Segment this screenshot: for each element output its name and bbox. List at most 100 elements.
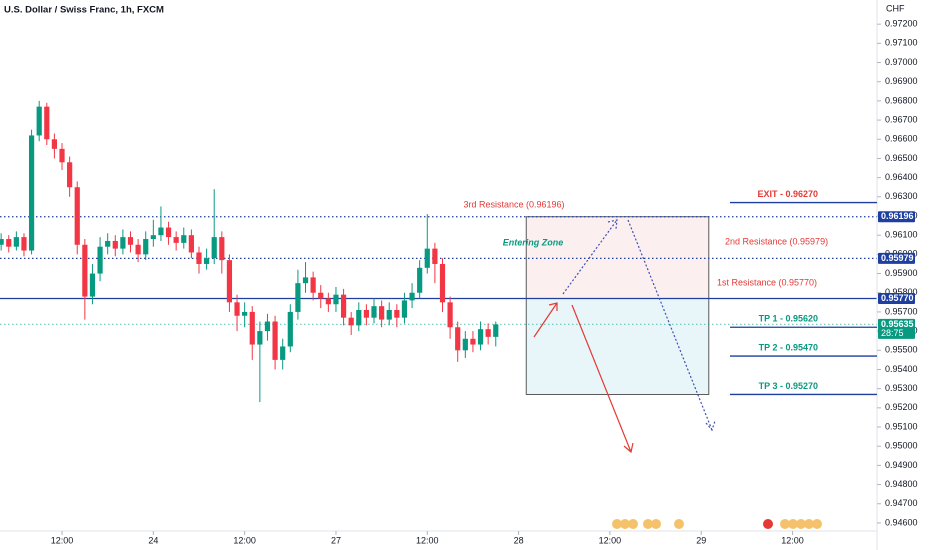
candle-body [28,135,35,251]
candle-body [181,235,187,243]
y-tick-label: 0.97100 [885,38,918,48]
y-tick-label: 0.95100 [885,421,918,431]
target-label: TP 1 - 0.95620 [759,314,818,324]
candle-body [196,252,202,264]
candle-body [394,310,400,318]
candle-body [356,310,362,326]
candle-body [0,239,4,245]
price-tag [878,292,915,304]
y-tick-label: 0.96600 [885,134,918,144]
y-tick-label: 0.95000 [885,441,918,451]
y-tick-label: 0.94900 [885,460,918,470]
annotation: 2nd Resistance (0.95979) [725,236,828,246]
candle-body [44,106,50,140]
x-tick-label: 24 [148,535,158,545]
candles [0,100,499,403]
candle-body [13,237,19,247]
price-tag-label: 0.96196 [881,211,914,221]
candle-body [82,244,88,297]
candle-body [165,227,172,238]
y-tick-label: 0.96800 [885,95,918,105]
y-tick-label: 0.96700 [885,114,918,124]
y-tick-label: 0.97000 [885,57,918,67]
candle-body [59,148,65,163]
countdown: 28:75 [881,328,904,338]
target-label: EXIT - 0.96270 [757,189,818,199]
candle-body [89,273,96,297]
event-icon [812,519,822,529]
annotation: 1st Resistance (0.95770) [717,277,817,287]
arrows [533,219,716,454]
price-tag [878,318,915,339]
arrow [533,302,558,338]
candle-body [363,310,369,318]
candle-body [272,321,278,360]
candle-body [470,338,476,345]
candle-body [333,294,339,305]
y-tick-label: 0.97200 [885,19,918,29]
candle-body [143,239,149,255]
candle-body [203,258,210,264]
candle-body [371,306,377,318]
candle-body [135,244,141,255]
event-icons [612,519,822,529]
candle-body [409,292,415,301]
y-tick-label: 0.95400 [885,364,918,374]
currency: CHF [886,3,905,13]
candle-body [127,237,134,245]
candle-body [173,237,179,243]
event-icon [674,519,684,529]
candle-body [485,329,491,337]
price-tag [878,211,915,223]
candle-body [302,277,309,284]
candle-body [21,237,27,251]
candle-body [158,227,164,236]
event-icon [804,519,814,529]
candle-body [287,311,293,347]
x-tick-label: 12:00 [781,535,804,545]
candle-body [242,311,248,316]
candle-body [219,237,225,261]
price-tag-label: 0.95635 [881,319,914,329]
event-icon [780,519,790,529]
y-tick-label: 0.95500 [885,345,918,355]
candle-body [67,162,73,188]
target-label: TP 3 - 0.95270 [759,381,818,391]
candle-body [424,248,430,268]
candle-body [325,298,331,305]
candle-body [379,306,385,320]
candle-body [493,324,499,337]
price-tag-label: 0.95770 [881,293,914,303]
candle-body [318,292,324,299]
over-layer: U.S. Dollar / Swiss Franc, 1h, FXCM CHF … [0,0,905,550]
event-icon [620,519,630,529]
x-tick-label: 29 [696,535,706,545]
under-layer [0,216,877,395]
candle-body [97,246,103,274]
y-tick-label: 0.94600 [885,517,918,527]
y-tick-label: 0.96500 [885,153,918,163]
y-tick-label: 0.94700 [885,498,918,508]
candle-body [386,310,392,320]
zone [525,298,710,395]
candle-body [51,139,58,149]
y-tick-label: 0.96100 [885,230,918,240]
candle-body [447,302,453,328]
candle-body [432,248,438,264]
y-tick-label: 0.94800 [885,479,918,489]
annotation: 3rd Resistance (0.96196) [463,199,564,209]
candle-body [211,237,217,259]
event-icon [788,519,798,529]
candle-body [401,300,408,318]
candle-body [280,346,286,360]
candle-body [112,240,118,249]
event-icon [628,519,638,529]
x-tick-label: 12:00 [416,535,439,545]
y-tick-label: 0.95200 [885,402,918,412]
y-tick-label: 0.96400 [885,172,918,182]
event-icon [763,519,773,529]
y-tick-label: 0.95700 [885,306,918,316]
zone [525,216,710,299]
candle-body [310,277,316,293]
